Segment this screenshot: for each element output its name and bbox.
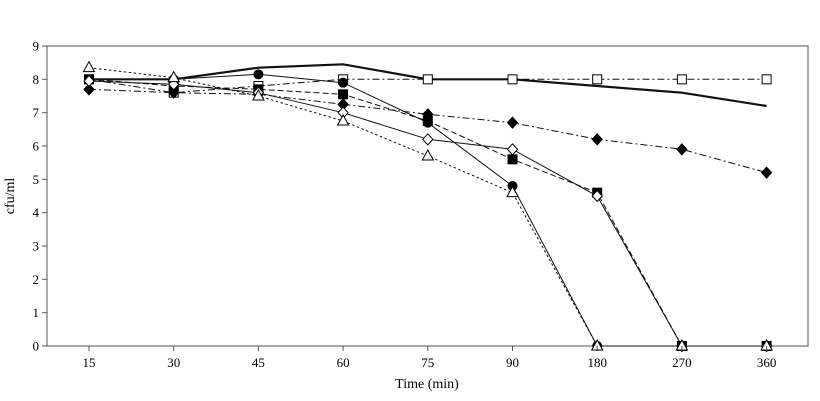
y-tick-label: 6 bbox=[33, 139, 40, 154]
open-square-marker bbox=[507, 74, 518, 85]
open-diamond-marker bbox=[422, 133, 434, 146]
series-filled-diamond bbox=[83, 83, 773, 179]
y-axis: 0 1 2 3 4 5 6 7 8 9 bbox=[33, 39, 47, 354]
x-tick-label: 60 bbox=[337, 355, 350, 370]
series-layer bbox=[82, 60, 773, 353]
open-square-marker bbox=[422, 74, 433, 85]
filled-diamond-marker bbox=[760, 166, 773, 179]
series-line bbox=[89, 63, 767, 108]
filled-circle-marker bbox=[253, 69, 264, 80]
y-tick-label: 5 bbox=[33, 172, 40, 187]
x-tick-label: 360 bbox=[757, 355, 777, 370]
x-tick-label: 180 bbox=[587, 355, 607, 370]
y-tick-label: 7 bbox=[33, 105, 40, 120]
open-triangle-marker bbox=[252, 88, 265, 101]
open-triangle-marker bbox=[506, 185, 519, 198]
y-tick-label: 4 bbox=[33, 205, 40, 220]
x-axis: 15 30 45 60 75 90 180 270 360 bbox=[83, 346, 777, 370]
x-tick-label: 15 bbox=[83, 355, 96, 370]
y-tick-label: 1 bbox=[33, 305, 40, 320]
y-tick-label: 8 bbox=[33, 72, 40, 87]
open-square-marker bbox=[761, 74, 772, 85]
open-diamond-marker bbox=[591, 189, 603, 203]
x-tick-label: 45 bbox=[252, 355, 265, 370]
y-axis-title: cfu/ml bbox=[3, 178, 18, 215]
x-tick-label: 90 bbox=[506, 355, 519, 370]
y-tick-label: 2 bbox=[33, 272, 40, 287]
y-tick-label: 3 bbox=[33, 239, 40, 254]
filled-circle-marker bbox=[422, 117, 433, 128]
x-axis-title: Time (min) bbox=[395, 377, 459, 392]
y-tick-label: 9 bbox=[33, 39, 40, 54]
filled-diamond-marker bbox=[83, 83, 95, 96]
open-square-marker bbox=[592, 74, 603, 85]
filled-square-marker bbox=[507, 154, 518, 165]
x-tick-label: 30 bbox=[167, 355, 180, 370]
filled-circle-marker bbox=[338, 77, 349, 88]
x-tick-label: 270 bbox=[672, 355, 692, 370]
plot-frame bbox=[46, 45, 809, 347]
open-triangle-marker bbox=[336, 113, 350, 126]
filled-square-marker bbox=[338, 89, 349, 100]
series-none bbox=[89, 63, 767, 108]
filled-diamond-marker bbox=[676, 143, 688, 156]
open-square-marker bbox=[676, 74, 687, 85]
x-tick-label: 75 bbox=[421, 355, 434, 370]
open-triangle-marker bbox=[421, 148, 435, 161]
y-tick-label: 0 bbox=[33, 339, 40, 354]
open-triangle-marker bbox=[82, 60, 96, 73]
open-diamond-marker bbox=[83, 74, 95, 88]
series-open-triangle bbox=[82, 60, 773, 351]
filled-diamond-marker bbox=[506, 116, 519, 129]
open-triangle-marker bbox=[167, 70, 181, 83]
filled-diamond-marker bbox=[591, 133, 603, 146]
series-filled-square bbox=[84, 74, 772, 351]
open-diamond-marker bbox=[506, 143, 519, 156]
